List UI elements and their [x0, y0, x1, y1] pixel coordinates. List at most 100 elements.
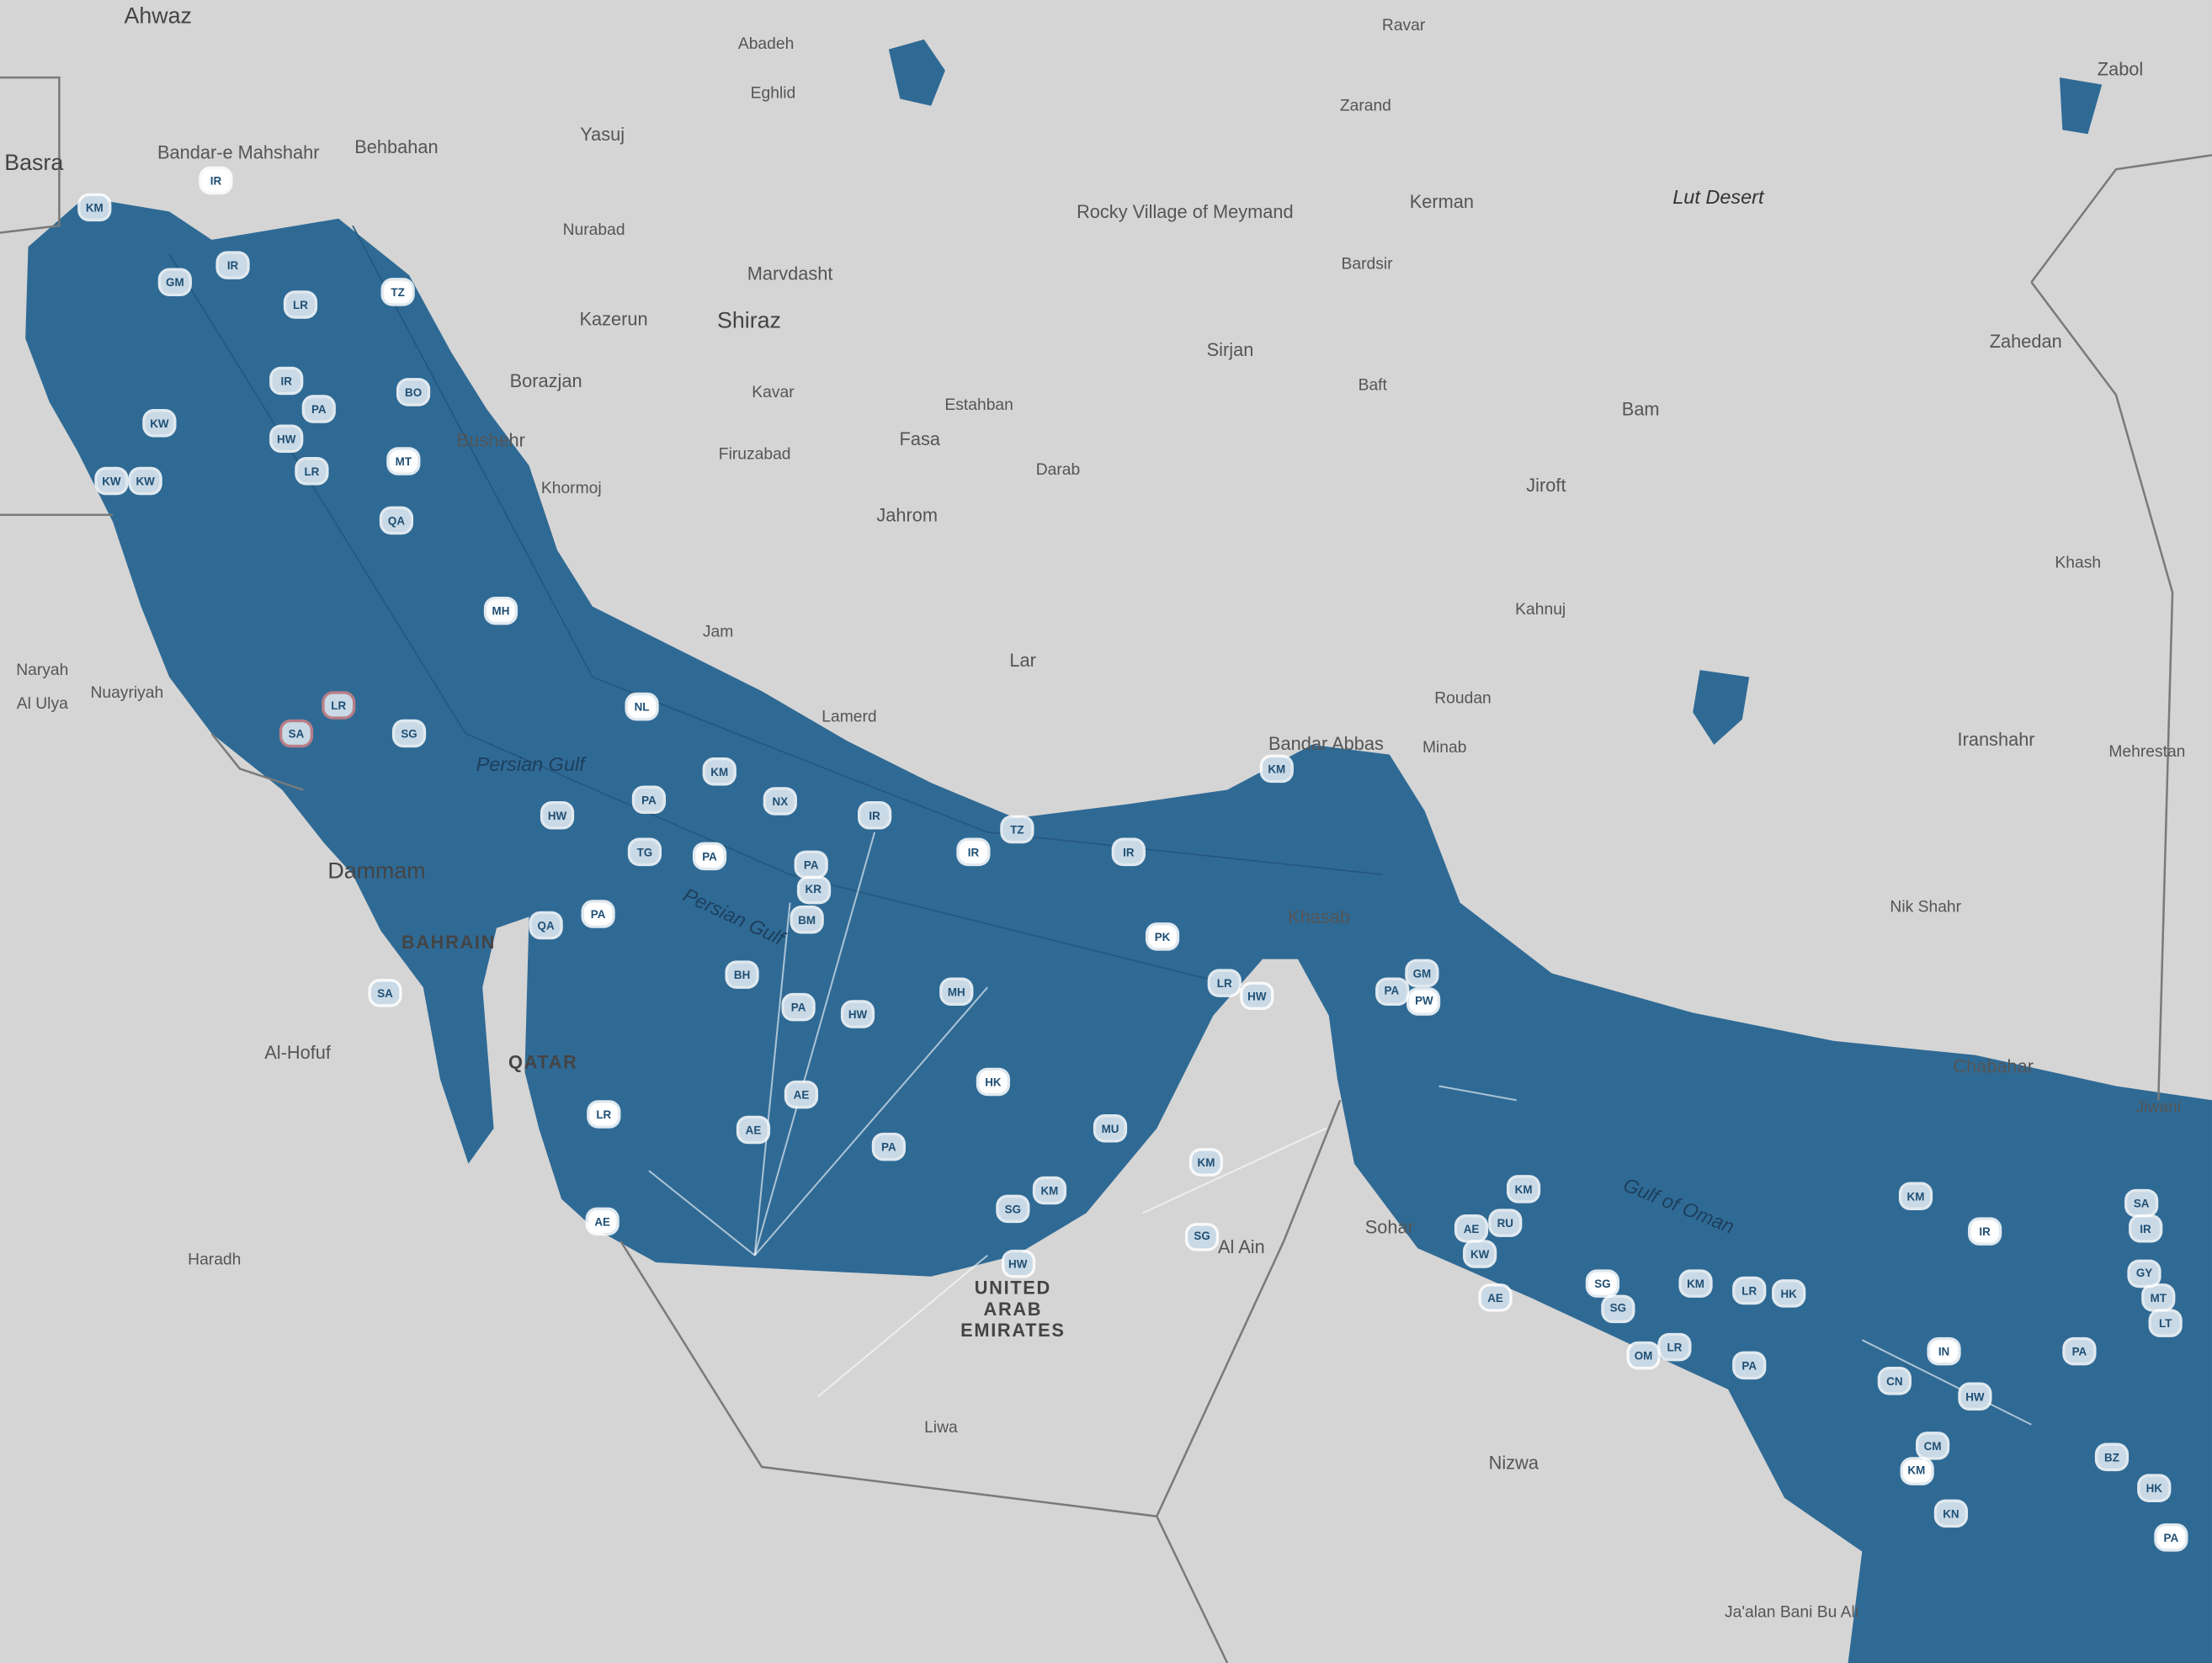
vessel-marker[interactable]: KM	[1681, 1272, 1710, 1295]
vessel-marker[interactable]: IR	[1970, 1219, 1999, 1243]
vessel-marker[interactable]: KM	[80, 195, 109, 219]
vessel-marker[interactable]: KR	[799, 878, 827, 901]
vessel-marker[interactable]: PA	[583, 902, 613, 926]
place-label: Baft	[1358, 377, 1387, 395]
vessel-marker[interactable]: CN	[1880, 1369, 1909, 1393]
vessel-marker[interactable]: LR	[1735, 1279, 1763, 1302]
vessel-marker[interactable]: IN	[1929, 1340, 1959, 1363]
vessel-marker[interactable]: PK	[1148, 925, 1177, 948]
vessel-marker[interactable]: PA	[2156, 1526, 2186, 1549]
vessel-marker[interactable]: TG	[630, 840, 659, 863]
vessel-marker[interactable]: KM	[1902, 1458, 1931, 1482]
place-label: Abadeh	[737, 35, 795, 53]
vessel-marker[interactable]: BO	[399, 380, 428, 404]
vessel-marker[interactable]: HW	[543, 804, 572, 827]
place-label: Ahwaz	[124, 4, 192, 29]
vessel-marker[interactable]: GM	[1407, 962, 1437, 985]
vessel-marker[interactable]: GM	[161, 270, 189, 294]
vessel-marker[interactable]: NX	[766, 789, 795, 813]
vessel-marker[interactable]: TZ	[1002, 818, 1032, 841]
vessel-marker[interactable]: PA	[1377, 980, 1406, 1002]
vessel-marker[interactable]: PA	[2065, 1340, 2094, 1363]
vessel-marker[interactable]: HK	[1774, 1282, 1803, 1305]
vessel-marker[interactable]: AE	[739, 1118, 768, 1141]
vessel-marker[interactable]: BM	[792, 908, 822, 932]
vessel-marker[interactable]: LR	[324, 693, 353, 717]
vessel-marker[interactable]: IR	[959, 840, 988, 863]
vessel-marker[interactable]: PA	[695, 844, 724, 868]
place-label: Bandar-e Mahshahr	[157, 141, 320, 163]
vessel-marker[interactable]: SG	[1188, 1225, 1216, 1248]
vessel-marker[interactable]: HK	[2140, 1476, 2169, 1500]
vessel-marker[interactable]: KM	[705, 760, 734, 784]
vessel-marker[interactable]: MH	[942, 980, 971, 1003]
place-label: Minab	[1422, 740, 1467, 757]
vessel-marker[interactable]: PW	[1410, 990, 1438, 1013]
vessel-marker[interactable]: SG	[998, 1197, 1028, 1220]
vessel-marker[interactable]: QA	[531, 914, 561, 937]
vessel-marker[interactable]: PA	[635, 788, 663, 811]
vessel-marker[interactable]: KN	[1937, 1501, 1965, 1525]
vessel-marker[interactable]: SG	[1603, 1297, 1633, 1320]
vessel-marker[interactable]: SG	[1588, 1272, 1617, 1295]
vessel-marker[interactable]: PA	[1735, 1353, 1763, 1377]
vessel-marker[interactable]: IR	[860, 804, 889, 827]
vessel-marker[interactable]: IR	[201, 169, 231, 192]
vessel-marker[interactable]: IR	[1114, 840, 1143, 863]
vessel-marker[interactable]: BZ	[2098, 1445, 2126, 1469]
vessel-marker[interactable]: HW	[1003, 1252, 1032, 1276]
vessel-marker[interactable]: QA	[382, 509, 411, 532]
vessel-marker[interactable]: KM	[1509, 1177, 1538, 1201]
vessel-marker[interactable]: HW	[1960, 1384, 1990, 1408]
place-label: Zarand	[1339, 98, 1391, 115]
vessel-marker[interactable]: PA	[305, 397, 333, 421]
vessel-marker[interactable]: KW	[1465, 1243, 1494, 1267]
vessel-marker[interactable]: MT	[2144, 1286, 2173, 1310]
vessel-marker[interactable]: AE	[1457, 1217, 1486, 1241]
vessel-marker[interactable]: PA	[796, 853, 826, 876]
vessel-marker[interactable]: HW	[843, 1002, 872, 1026]
vessel-marker[interactable]: TZ	[383, 280, 412, 304]
vessel-marker[interactable]: KW	[145, 412, 174, 435]
vessel-marker[interactable]: SA	[370, 981, 400, 1005]
vessel-track-lines	[648, 832, 2032, 1426]
vessel-marker[interactable]: LR	[1210, 971, 1239, 995]
vessel-marker[interactable]: LR	[1660, 1336, 1689, 1358]
vessel-marker[interactable]: KM	[1263, 757, 1291, 780]
vessel-marker[interactable]: LR	[286, 293, 315, 316]
vessel-marker[interactable]: KM	[1901, 1184, 1930, 1208]
vessel-marker[interactable]: LR	[589, 1102, 619, 1126]
vessel-marker[interactable]: AE	[588, 1210, 617, 1233]
vessel-marker[interactable]: KM	[1035, 1179, 1064, 1202]
vessel-marker[interactable]: HW	[1242, 984, 1272, 1007]
vessel-marker[interactable]: BH	[727, 963, 757, 986]
vessel-marker[interactable]: KW	[97, 470, 126, 492]
vessel-marker[interactable]: KM	[1192, 1150, 1220, 1174]
vessel-marker[interactable]: HK	[979, 1071, 1008, 1093]
vessel-marker[interactable]: MH	[487, 599, 515, 623]
place-label: UNITED ARAB EMIRATES	[960, 1277, 1066, 1342]
vessel-marker[interactable]: RU	[1491, 1211, 1520, 1235]
vessel-marker[interactable]: MU	[1096, 1117, 1125, 1140]
vessel-marker[interactable]: NL	[627, 695, 657, 719]
place-label: Khash	[2055, 555, 2102, 572]
vessel-marker[interactable]: PA	[784, 996, 813, 1019]
vessel-marker[interactable]: CM	[1918, 1434, 1947, 1458]
vessel-marker[interactable]: LT	[2151, 1312, 2180, 1336]
vessel-marker[interactable]: SA	[2127, 1192, 2156, 1215]
vessel-marker[interactable]: AE	[1481, 1286, 1510, 1310]
vessel-marker[interactable]: IR	[272, 369, 300, 392]
vessel-marker[interactable]: KW	[130, 470, 160, 492]
vessel-marker[interactable]: IR	[2131, 1218, 2160, 1241]
vessel-marker[interactable]: OM	[1629, 1344, 1658, 1368]
vessel-marker[interactable]: AE	[787, 1083, 816, 1106]
vessel-marker[interactable]: GY	[2130, 1262, 2159, 1285]
vessel-marker[interactable]: IR	[218, 253, 247, 277]
vessel-marker[interactable]: MT	[389, 449, 418, 473]
vessel-marker[interactable]: SG	[395, 722, 423, 745]
vessel-marker[interactable]: HW	[272, 427, 300, 450]
vessel-marker[interactable]: LR	[297, 460, 327, 483]
vessel-marker[interactable]: SA	[282, 722, 311, 745]
vessel-marker[interactable]: PA	[875, 1135, 903, 1158]
